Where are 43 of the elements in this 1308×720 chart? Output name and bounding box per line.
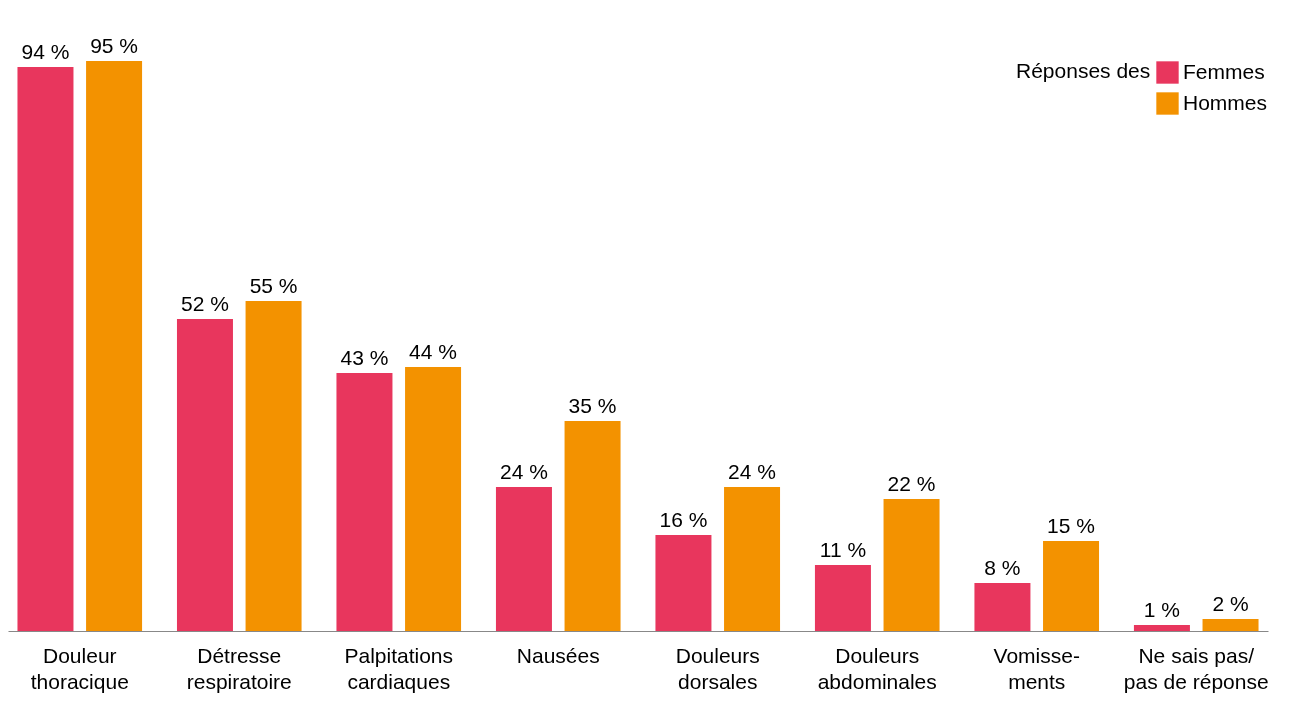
data-label: 55 %	[249, 274, 298, 297]
data-label: 22 %	[887, 472, 936, 495]
bar	[883, 499, 940, 631]
x-tick-label: Nausées	[516, 643, 600, 667]
x-tick-label: Douleurs abdominales	[817, 643, 937, 693]
data-label: 2 %	[1212, 592, 1249, 615]
bar	[1202, 619, 1259, 631]
bar	[17, 67, 74, 631]
data-label: 94 %	[21, 40, 70, 63]
data-label: 44 %	[409, 340, 457, 363]
bar	[176, 319, 233, 631]
data-label: 11 %	[819, 538, 867, 561]
bar	[655, 535, 712, 631]
bar	[564, 421, 621, 631]
x-tick-label: Détresse respiratoire	[186, 643, 292, 693]
data-label: 1 %	[1143, 598, 1181, 621]
x-tick-label: Palpitations cardiaques	[344, 643, 454, 693]
data-label: 35 %	[568, 394, 617, 417]
data-label: 52 %	[181, 292, 229, 315]
data-label: 15 %	[1047, 514, 1095, 537]
bar	[495, 487, 552, 631]
legend-label: Femmes	[1183, 59, 1265, 83]
x-tick-label: Vomisse- ments	[993, 643, 1080, 693]
bar	[1043, 541, 1100, 631]
x-tick-label: Douleur thoracique	[30, 643, 129, 693]
bar	[724, 487, 781, 631]
x-tick-label: Douleurs dorsales	[675, 643, 760, 693]
legend-title: Réponses des	[1016, 59, 1151, 82]
data-label: 24 %	[728, 460, 776, 483]
data-label: 95 %	[90, 34, 139, 57]
x-tick-label: Ne sais pas/ pas de réponse	[1123, 643, 1269, 693]
bar	[336, 373, 393, 631]
legend-label: Hommes	[1183, 90, 1268, 114]
data-label: 43 %	[340, 346, 389, 369]
bar	[86, 61, 143, 631]
bar	[245, 301, 302, 631]
bar	[814, 565, 871, 631]
bar	[974, 583, 1031, 631]
data-label: 16 %	[659, 508, 708, 531]
bar	[1133, 625, 1190, 631]
data-label: 24 %	[500, 460, 548, 483]
data-label: 8 %	[984, 556, 1021, 579]
bar	[405, 367, 462, 631]
